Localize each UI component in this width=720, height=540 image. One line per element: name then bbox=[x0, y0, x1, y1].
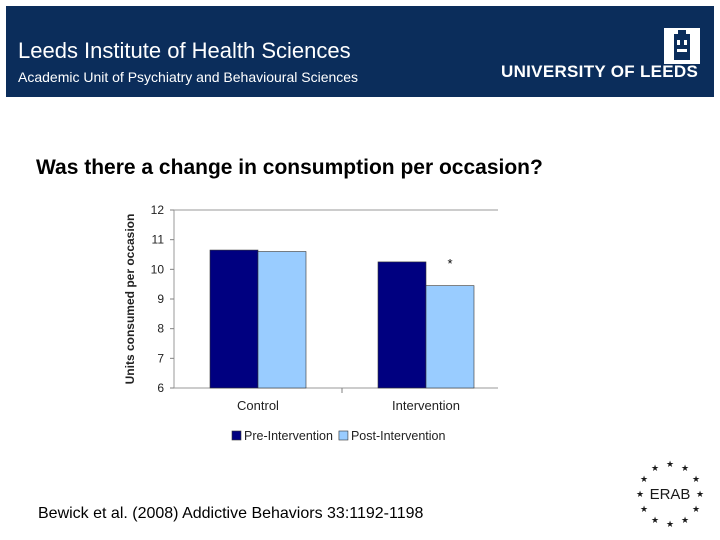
slide-question: Was there a change in consumption per oc… bbox=[36, 156, 543, 179]
legend-swatch bbox=[231, 430, 242, 441]
y-tick-label: 6 bbox=[157, 381, 164, 395]
erab-stars: ★ ★★★★★★★★★★★ bbox=[636, 459, 704, 529]
institute-title: Leeds Institute of Health Sciences bbox=[18, 38, 351, 63]
erab-star-icon: ★ bbox=[651, 463, 659, 473]
erab-star-icon: ★ bbox=[666, 519, 674, 529]
legend-swatch bbox=[338, 430, 349, 441]
erab-text: ERAB bbox=[650, 486, 691, 503]
erab-star-icon: ★ bbox=[696, 489, 704, 499]
bar-chart: 6 7 8 9 10 11 12 Control Intervention * Units cons… bbox=[123, 203, 498, 443]
erab-star-icon: ★ bbox=[692, 504, 700, 514]
y-tick-label: 7 bbox=[157, 351, 164, 365]
bar-pre-intervention-control bbox=[209, 249, 259, 389]
citation: Bewick et al. (2008) Addictive Behaviors… bbox=[38, 505, 424, 522]
y-tick-label: 12 bbox=[151, 203, 165, 217]
y-axis-label: Units consumed per occasion bbox=[123, 214, 137, 385]
erab-logo: ★ ★★★★★★★★★★★ ERAB bbox=[636, 459, 704, 529]
x-category-label: Control bbox=[237, 398, 279, 413]
bar-post-intervention-intervention bbox=[425, 285, 475, 389]
legend-label: Pre-Intervention bbox=[244, 429, 333, 443]
y-tick-label: 8 bbox=[157, 322, 164, 336]
erab-star-icon: ★ bbox=[681, 515, 689, 525]
y-tick-label: 9 bbox=[157, 292, 164, 306]
erab-star-icon: ★ bbox=[692, 474, 700, 484]
x-category-label: Intervention bbox=[392, 398, 460, 413]
legend-label: Post-Intervention bbox=[351, 429, 446, 443]
erab-star-icon: ★ bbox=[640, 504, 648, 514]
erab-star-icon: ★ bbox=[651, 515, 659, 525]
erab-star-icon: ★ bbox=[666, 459, 674, 469]
header-bar bbox=[6, 6, 714, 97]
y-tick-label: 11 bbox=[152, 233, 165, 247]
y-tick-label: 10 bbox=[151, 262, 165, 276]
erab-star-icon: ★ bbox=[640, 474, 648, 484]
significance-annotation: * bbox=[447, 256, 452, 271]
header: Leeds Institute of Health Sciences Acade… bbox=[0, 0, 720, 97]
university-name: UNIVERSITY OF LEEDS bbox=[501, 62, 699, 81]
erab-star-icon: ★ bbox=[681, 463, 689, 473]
unit-subtitle: Academic Unit of Psychiatry and Behaviou… bbox=[18, 69, 359, 85]
erab-star-icon: ★ bbox=[636, 489, 644, 499]
bar-post-intervention-control bbox=[257, 251, 307, 389]
bar-pre-intervention-intervention bbox=[377, 261, 427, 389]
university-logo bbox=[664, 28, 700, 64]
